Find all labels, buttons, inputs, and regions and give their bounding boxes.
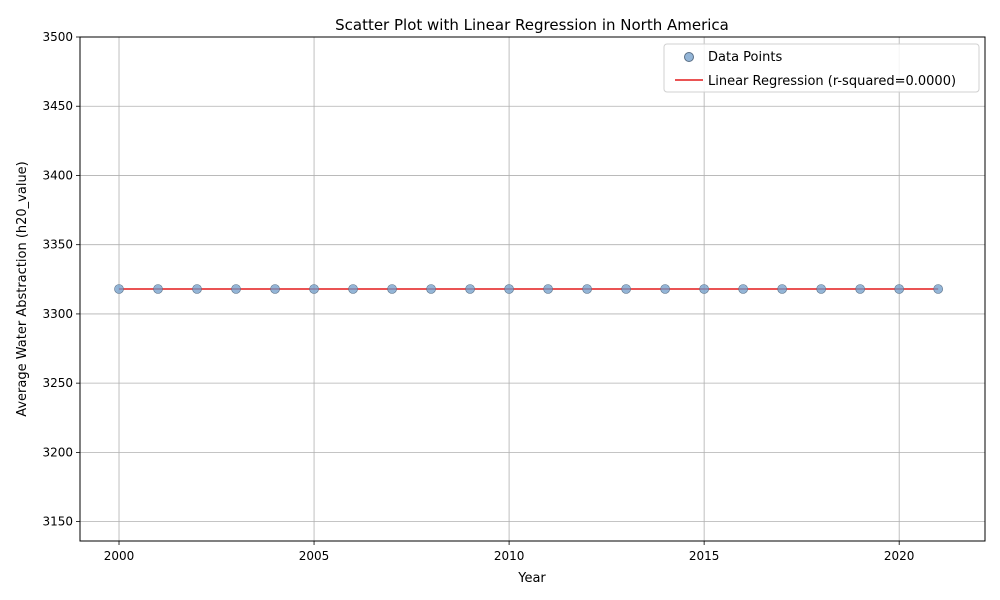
y-axis-label: Average Water Abstraction (h20_value) [15,161,30,417]
data-point [738,284,748,294]
y-tick-label: 3500 [42,30,73,44]
data-point [699,284,709,294]
plot-frame [79,36,986,542]
legend: Data Points Linear Regression (r-squared… [663,43,980,93]
x-tick-label: 2020 [884,549,915,563]
x-tick-label: 2010 [494,549,525,563]
data-point [816,284,826,294]
chart-title: Scatter Plot with Linear Regression in N… [335,16,729,34]
x-tick-label: 2005 [299,549,330,563]
x-tick-label: 2015 [689,549,720,563]
y-tick-label: 3400 [42,168,73,182]
legend-label-data-points: Data Points [708,50,782,65]
legend-label-regression: Linear Regression (r-squared=0.0000) [708,74,956,89]
legend-box [663,43,980,93]
data-point [348,284,358,294]
data-point [270,284,280,294]
data-point [894,284,904,294]
data-point [192,284,202,294]
data-point [855,284,865,294]
data-point [153,284,163,294]
legend-scatter-marker [684,52,694,62]
y-tick-label: 3150 [42,515,73,529]
y-tick-label: 3300 [42,307,73,321]
x-axis-label: Year [517,571,546,586]
data-point [660,284,670,294]
data-point [582,284,592,294]
x-tick-label: 2000 [104,549,135,563]
data-point [114,284,124,294]
y-tick-label: 3350 [42,238,73,252]
plot-series [114,284,943,294]
data-point [231,284,241,294]
data-point [387,284,397,294]
data-point [426,284,436,294]
data-point [543,284,553,294]
y-tick-label: 3250 [42,376,73,390]
axis-ticks: 2000 2005 2010 2015 2020 3150 3200 3250 3300 3350… [42,30,914,563]
data-point [465,284,475,294]
data-point [504,284,514,294]
y-tick-label: 3450 [42,99,73,113]
data-point [933,284,943,294]
data-point [621,284,631,294]
y-tick-label: 3200 [42,445,73,459]
data-point [309,284,319,294]
data-point [777,284,787,294]
